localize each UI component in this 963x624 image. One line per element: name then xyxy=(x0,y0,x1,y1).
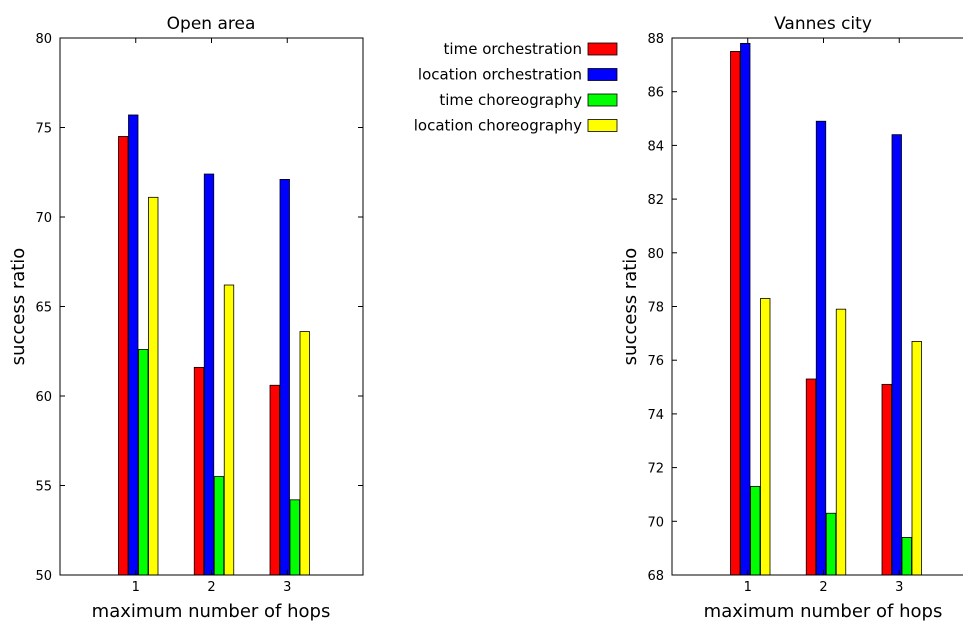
bar-time-choreography-1 xyxy=(138,349,149,576)
bar-time-choreography-1 xyxy=(750,485,761,576)
bar-time-orchestration-3 xyxy=(881,383,892,576)
y-tick-label: 50 xyxy=(35,569,52,584)
bar-location-choreography-3 xyxy=(911,340,922,576)
y-tick-label: 76 xyxy=(647,354,664,369)
bar-location-orchestration-1 xyxy=(128,114,139,576)
bar-location-orchestration-1 xyxy=(740,42,751,576)
legend-swatch xyxy=(587,93,618,107)
y-tick-label: 72 xyxy=(647,462,664,477)
bar-location-orchestration-2 xyxy=(203,173,215,576)
x-tick-label: 3 xyxy=(895,580,903,595)
legend-swatch xyxy=(587,119,618,132)
x-tick-label: 2 xyxy=(819,580,827,595)
y-tick-label: 86 xyxy=(647,86,664,101)
y-axis-label: success ratio xyxy=(8,248,29,366)
bar-time-choreography-2 xyxy=(213,476,225,576)
x-tick-label: 1 xyxy=(744,580,752,595)
chart-title: Open area xyxy=(167,14,256,34)
legend-swatch xyxy=(587,42,618,56)
x-tick-label: 3 xyxy=(283,580,291,595)
y-tick-label: 88 xyxy=(647,32,664,47)
bar-time-choreography-2 xyxy=(825,512,837,576)
y-tick-label: 74 xyxy=(647,408,664,423)
y-tick-label: 82 xyxy=(647,193,664,208)
bar-time-orchestration-1 xyxy=(118,136,129,576)
bar-time-orchestration-2 xyxy=(805,378,817,576)
bar-location-choreography-2 xyxy=(223,284,235,576)
y-tick-label: 84 xyxy=(647,139,664,154)
y-tick-label: 68 xyxy=(647,569,664,584)
bar-location-orchestration-2 xyxy=(815,120,827,576)
y-tick-label: 60 xyxy=(35,390,52,405)
y-tick-label: 80 xyxy=(35,32,52,47)
y-tick-label: 75 xyxy=(35,122,52,137)
x-tick-label: 2 xyxy=(207,580,215,595)
legend-label: time orchestration xyxy=(444,40,582,58)
bar-location-orchestration-3 xyxy=(279,179,290,576)
legend-swatch xyxy=(587,68,618,81)
bar-location-choreography-2 xyxy=(835,308,847,576)
y-tick-label: 70 xyxy=(647,515,664,530)
chart-title: Vannes city xyxy=(774,14,872,34)
y-tick-label: 55 xyxy=(35,480,52,495)
legend-label: time choreography xyxy=(439,91,582,109)
bar-location-choreography-1 xyxy=(148,196,159,576)
x-axis-label: maximum number of hops xyxy=(92,601,331,622)
y-tick-label: 70 xyxy=(35,211,52,226)
bar-location-choreography-3 xyxy=(299,331,310,576)
bar-location-choreography-1 xyxy=(760,298,771,576)
bar-location-orchestration-3 xyxy=(891,134,902,576)
y-tick-label: 80 xyxy=(647,247,664,262)
legend-label: location choreography xyxy=(414,117,582,135)
bar-time-orchestration-3 xyxy=(269,384,280,576)
x-tick-label: 1 xyxy=(132,580,140,595)
y-axis-label: success ratio xyxy=(620,248,641,366)
bar-time-choreography-3 xyxy=(901,537,912,576)
y-tick-label: 65 xyxy=(35,301,52,316)
y-tick-label: 78 xyxy=(647,301,664,316)
bar-time-orchestration-1 xyxy=(730,51,741,576)
legend-label: location orchestration xyxy=(418,66,582,84)
x-axis-label: maximum number of hops xyxy=(704,601,943,622)
bar-time-orchestration-2 xyxy=(193,366,205,576)
bar-time-choreography-3 xyxy=(289,499,300,576)
